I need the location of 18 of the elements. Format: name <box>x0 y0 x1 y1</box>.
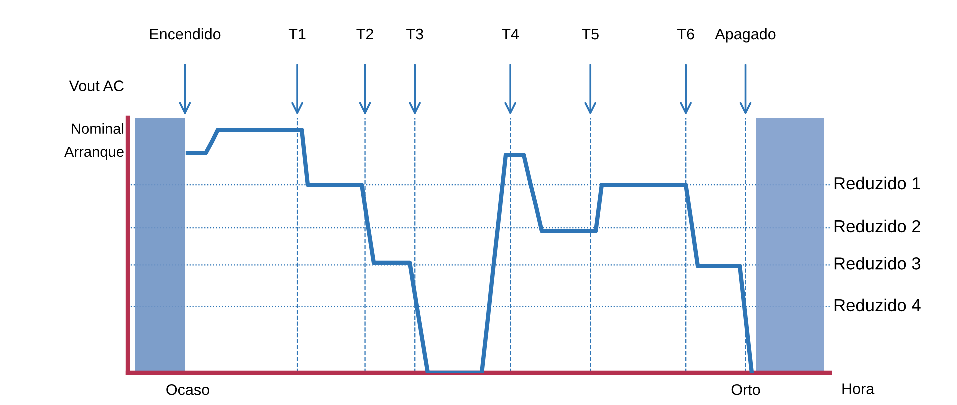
text: T6 <box>678 28 694 40</box>
text: Nominal <box>72 123 124 134</box>
text: T3 <box>406 28 424 40</box>
text: T2 <box>356 28 374 40</box>
ref-line-label: Reduzido 3 <box>834 257 921 270</box>
x-tick-label: Orto <box>732 384 760 396</box>
x-axis-title: Hora <box>842 384 875 394</box>
text: T4 <box>502 29 520 40</box>
x-tick-label: Ocaso <box>166 384 210 396</box>
text: Arranque <box>64 146 124 160</box>
y-axis-title: Vout AC <box>69 80 124 92</box>
ref-line-label: Reduzido 1 <box>834 176 920 190</box>
text: T5 <box>582 29 599 40</box>
text: T1 <box>288 29 306 40</box>
text: Encendido <box>150 28 221 40</box>
ref-line-label: Reduzido 2 <box>834 220 920 233</box>
text: Apagado <box>715 28 776 43</box>
ref-line-label: Reduzido 4 <box>834 298 921 312</box>
